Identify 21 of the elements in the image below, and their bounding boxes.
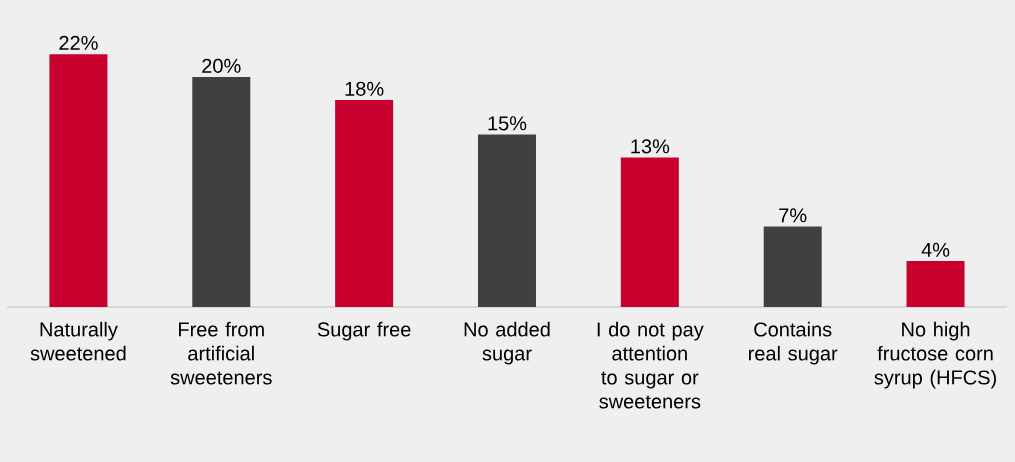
bar — [620, 157, 679, 307]
x-tick-label: No high fructose corn syrup (HFCS) — [874, 321, 996, 389]
data-label: 7% — [779, 208, 807, 223]
x-tick-label: No added sugar — [464, 321, 550, 365]
bar — [335, 100, 394, 307]
x-tick-label: I do not pay attention to sugar or sweeteners — [597, 321, 704, 409]
data-label: 22% — [59, 35, 98, 50]
data-label: 20% — [202, 58, 241, 73]
data-label: 4% — [921, 242, 950, 257]
x-tick-label: Naturally sweetened — [30, 321, 126, 361]
x-tick-label: Sugar free — [317, 321, 411, 341]
bar — [192, 77, 251, 307]
bar — [477, 134, 536, 307]
data-label: 18% — [345, 81, 384, 96]
x-tick-label: Free from artificial sweeteners — [170, 321, 272, 385]
data-label: 13% — [631, 139, 670, 154]
bar — [906, 261, 965, 307]
bar — [763, 226, 822, 307]
data-label: 15% — [488, 116, 527, 131]
x-tick-label: Contains real sugar — [749, 321, 838, 365]
bar — [49, 54, 108, 307]
